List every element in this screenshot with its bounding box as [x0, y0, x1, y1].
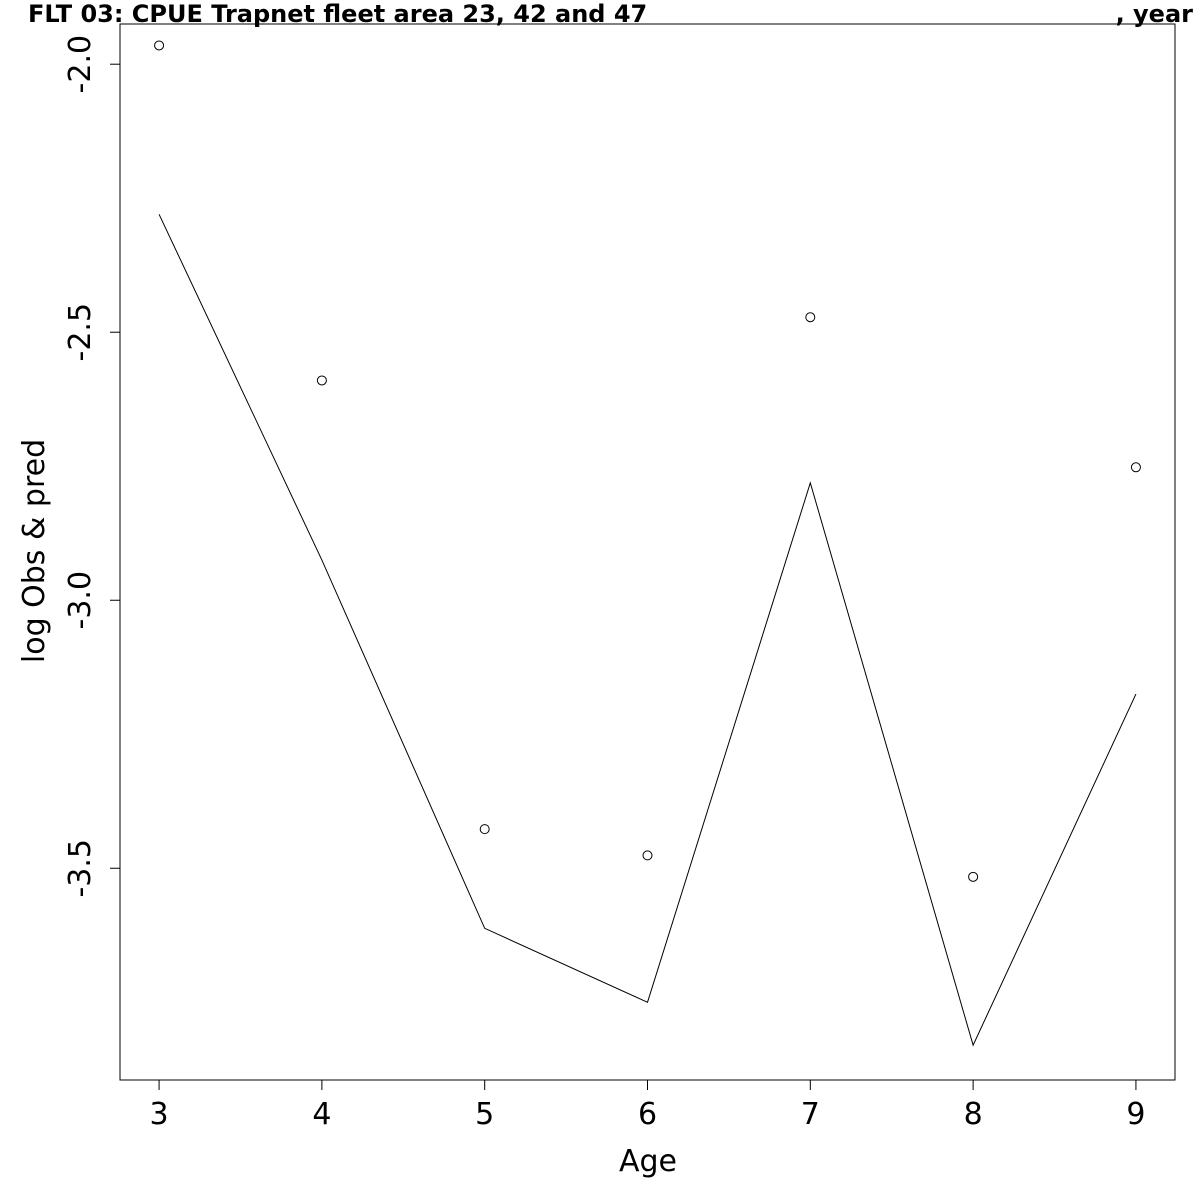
observed-point: [479, 824, 490, 835]
x-axis: 3 4 5 6 7 8 9: [150, 1079, 1145, 1132]
observed-point: [154, 40, 165, 51]
series-layer: [154, 40, 1141, 1047]
y-axis: -2.0 -2.5 -3.0 -3.5: [63, 35, 121, 898]
chart-title-suffix: , year: [1116, 0, 1194, 28]
observed-point: [805, 312, 816, 323]
observed-point: [642, 850, 653, 861]
y-tick-label: -3.5: [63, 839, 98, 898]
y-tick-label: -2.0: [63, 35, 98, 94]
y-tick-label: -2.5: [63, 303, 98, 362]
x-tick-label: 6: [638, 1097, 657, 1132]
x-tick-label: 5: [475, 1097, 494, 1132]
x-tick-label: 8: [964, 1097, 983, 1132]
predicted-line: [158, 214, 1137, 1047]
y-axis-title: log Obs & pred: [17, 439, 52, 663]
observed-point: [316, 375, 327, 386]
x-tick-label: 7: [801, 1097, 820, 1132]
y-tick-label: -3.0: [63, 571, 98, 630]
x-tick-label: 3: [150, 1097, 169, 1132]
observed-point: [1130, 462, 1141, 473]
x-tick-label: 9: [1126, 1097, 1145, 1132]
observed-point: [968, 871, 979, 882]
chart-title: FLT 03: CPUE Trapnet fleet area 23, 42 a…: [28, 0, 647, 28]
x-tick-label: 4: [312, 1097, 331, 1132]
x-axis-title: Age: [619, 1144, 677, 1179]
